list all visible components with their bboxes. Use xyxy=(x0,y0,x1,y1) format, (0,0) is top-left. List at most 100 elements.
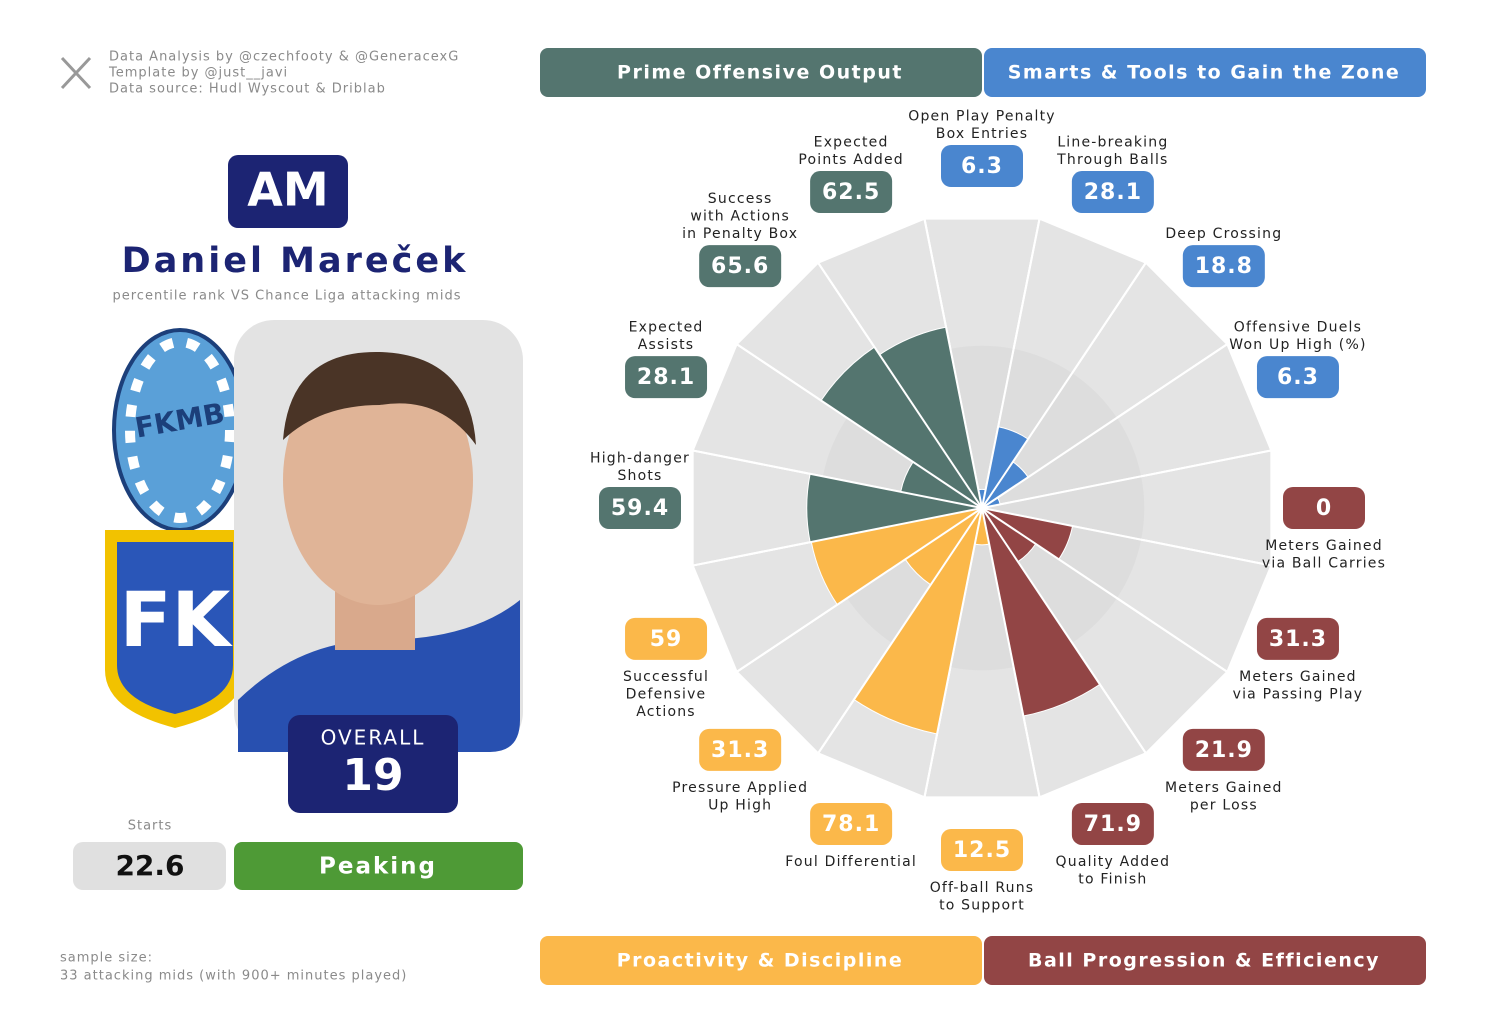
value-label: 71.9 xyxy=(1084,812,1142,837)
value-label: 21.9 xyxy=(1195,738,1253,763)
category-label: Box Entries xyxy=(936,126,1028,142)
club-logos: FKMB FK xyxy=(105,328,248,728)
value-label-box xyxy=(1283,487,1365,529)
player-silhouette xyxy=(238,351,520,752)
sample-size: sample size: xyxy=(60,951,153,966)
value-label-box xyxy=(1256,617,1339,660)
group-header xyxy=(984,48,1426,97)
group-header-text: Smarts & Tools to Gain the Zone xyxy=(1008,62,1401,84)
category-label: Successful xyxy=(623,669,709,685)
value-label: 31.3 xyxy=(711,738,769,763)
player-name: Daniel Mareček xyxy=(122,241,469,281)
overall-label: OVERALL xyxy=(321,726,426,750)
subtitle: percentile rank VS Chance Liga attacking… xyxy=(113,289,462,304)
slice-divider xyxy=(981,507,1041,798)
value-label-box xyxy=(810,802,893,845)
slice-divider xyxy=(981,343,1228,509)
value-label-box xyxy=(941,829,1023,871)
slice-divider xyxy=(817,262,983,509)
category-label: Quality Added xyxy=(1056,854,1171,870)
category-label: in Penalty Box xyxy=(682,226,798,242)
form: Peaking xyxy=(319,854,437,880)
category-label: via Ball Carries xyxy=(1262,556,1386,572)
value-label-box xyxy=(1182,245,1265,288)
category-label: to Support xyxy=(939,898,1025,914)
value-label-box xyxy=(1071,802,1154,845)
value-label-box xyxy=(1182,728,1265,771)
group-header xyxy=(540,48,982,97)
value-label-box xyxy=(699,245,782,288)
group-header xyxy=(540,936,982,985)
credit: Data source: Hudl Wyscout & Driblab xyxy=(109,82,386,97)
slice-divider xyxy=(692,449,983,509)
group-header-text: Ball Progression & Efficiency xyxy=(1028,950,1380,972)
value-label: 6.3 xyxy=(1277,365,1319,390)
category-label: Through Balls xyxy=(1056,152,1168,168)
credit: Data Analysis by @czechfooty & @Generace… xyxy=(109,50,459,65)
value-label-box xyxy=(1071,171,1154,214)
category-label: Meters Gained xyxy=(1265,538,1383,554)
value-label-box xyxy=(599,487,681,529)
slice-divider xyxy=(923,218,983,509)
category-label: Foul Differential xyxy=(785,854,917,870)
value-label: 0 xyxy=(1316,496,1332,521)
value-label-box xyxy=(699,728,782,771)
category-label: via Passing Play xyxy=(1233,686,1364,702)
starts-label: Starts xyxy=(128,819,173,834)
slice-divider xyxy=(981,449,1272,509)
category-label: High-danger xyxy=(590,451,690,467)
value-label: 65.6 xyxy=(711,254,769,279)
value-label: 78.1 xyxy=(822,812,880,837)
slice-divider xyxy=(981,262,1147,509)
category-label: Meters Gained xyxy=(1239,669,1357,685)
starts-box xyxy=(73,842,226,890)
category-label: with Actions xyxy=(690,209,790,225)
category-label: Points Added xyxy=(798,152,904,168)
slice-divider xyxy=(692,507,983,567)
value-label: 31.3 xyxy=(1269,627,1327,652)
value-label-box xyxy=(810,171,893,214)
category-label: Up High xyxy=(708,797,772,813)
category-label: per Loss xyxy=(1190,797,1258,813)
credit: Template by @just__javi xyxy=(108,66,288,81)
value-label: 18.8 xyxy=(1195,254,1253,279)
position-badge xyxy=(228,155,348,228)
value-label: 62.5 xyxy=(822,180,880,205)
logo-text: FK xyxy=(120,575,234,664)
group-header-text: Proactivity & Discipline xyxy=(617,950,904,972)
value-label: 59.4 xyxy=(611,496,669,521)
category-label: Defensive xyxy=(626,686,707,702)
category-label: Line-breaking xyxy=(1057,135,1168,151)
category-label: Expected xyxy=(814,135,889,151)
category-label: Deep Crossing xyxy=(1165,226,1282,242)
category-label: Offensive Duels xyxy=(1234,320,1362,336)
category-label: Actions xyxy=(636,704,696,720)
overall-value: 19 xyxy=(342,750,403,801)
group-header-text: Prime Offensive Output xyxy=(617,62,903,84)
value-label-box xyxy=(1256,356,1339,399)
value-label-box xyxy=(941,145,1023,187)
position: AM xyxy=(247,163,328,217)
slice-divider xyxy=(736,507,983,673)
category-label: Shots xyxy=(617,468,662,484)
slice-divider xyxy=(981,218,1041,509)
slice-divider xyxy=(817,507,983,754)
form-box xyxy=(234,842,523,890)
category-label: to Finish xyxy=(1078,871,1147,887)
slice-divider xyxy=(736,343,983,509)
x-logo xyxy=(60,56,92,90)
value-label: 28.1 xyxy=(1084,180,1142,205)
group-header xyxy=(984,936,1426,985)
category-label: Pressure Applied xyxy=(672,780,808,796)
category-label: Open Play Penalty xyxy=(908,109,1056,125)
category-label: Off-ball Runs xyxy=(930,880,1035,896)
starts-value: 22.6 xyxy=(115,849,184,882)
slice-divider xyxy=(981,507,1228,673)
overall-box xyxy=(288,715,458,813)
slice-divider xyxy=(981,507,1147,754)
category-label: Assists xyxy=(638,337,695,353)
category-label: Meters Gained xyxy=(1165,780,1283,796)
category-label: Success xyxy=(708,191,773,207)
